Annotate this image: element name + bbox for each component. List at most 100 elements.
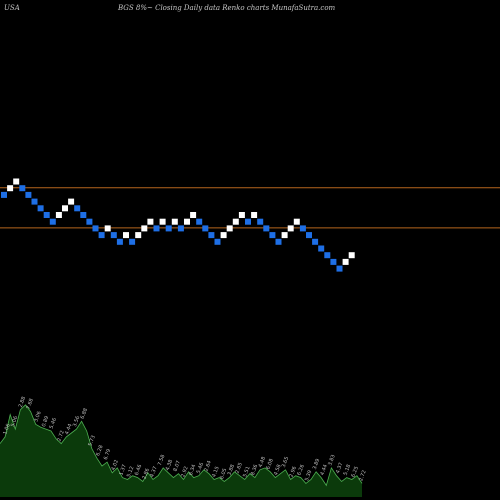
volume-area <box>0 404 362 497</box>
support-lines <box>0 187 500 229</box>
renko-brick-18 <box>110 232 117 239</box>
renko-brick-4 <box>25 191 32 198</box>
volume-label-22: 8.07 <box>173 460 182 473</box>
renko-brick-5 <box>31 198 38 205</box>
renko-brick-48 <box>293 218 300 225</box>
volume-label-24: 6.34 <box>188 464 197 477</box>
renko-brick-1 <box>7 185 14 192</box>
renko-brick-21 <box>129 238 136 245</box>
renko-brick-35 <box>214 238 221 245</box>
volume-label-27: 4.15 <box>211 466 220 479</box>
volume-label-3: 7.68 <box>25 398 34 411</box>
volume-panel <box>0 404 363 497</box>
renko-brick-55 <box>336 265 343 272</box>
volume-label-21: 4.38 <box>165 459 174 472</box>
renko-brick-47 <box>287 225 294 232</box>
renko-brick-7 <box>43 212 50 218</box>
renko-bricks <box>1 178 355 272</box>
volume-label-14: 4.02 <box>111 459 120 472</box>
volume-label-17: 6.46 <box>134 464 143 477</box>
volume-label-31: 5.51 <box>242 466 251 479</box>
renko-brick-25 <box>153 225 160 232</box>
renko-brick-0 <box>1 191 7 198</box>
renko-brick-32 <box>196 218 203 225</box>
volume-label-40: 3.89 <box>312 458 321 471</box>
renko-brick-53 <box>324 252 331 259</box>
volume-label-9: 3.56 <box>72 415 81 428</box>
volume-label-18: 2.86 <box>142 468 151 481</box>
renko-brick-13 <box>80 212 87 218</box>
renko-brick-12 <box>74 205 81 212</box>
volume-label-32: 8.36 <box>250 464 259 477</box>
volume-label-43: 4.37 <box>335 462 344 475</box>
volume-labels: 1.065.062.887.683.060.895.462.724.443.56… <box>2 396 367 482</box>
volume-label-29: 3.88 <box>227 464 236 477</box>
renko-brick-39 <box>238 212 245 218</box>
renko-brick-22 <box>135 232 142 239</box>
volume-label-36: 3.65 <box>281 456 290 469</box>
renko-brick-3 <box>19 185 26 192</box>
renko-brick-30 <box>184 218 190 225</box>
renko-brick-43 <box>263 225 270 232</box>
renko-brick-2 <box>13 178 20 185</box>
renko-brick-23 <box>141 225 148 232</box>
renko-brick-33 <box>202 225 209 232</box>
chart-title: BGS 8%~ Closing Daily data Renko charts … <box>117 4 336 12</box>
renko-brick-6 <box>37 205 44 212</box>
volume-label-5: 0.89 <box>41 415 50 428</box>
volume-label-38: 6.26 <box>296 464 305 477</box>
volume-label-34: 6.08 <box>265 458 274 471</box>
volume-label-1: 5.06 <box>10 415 19 428</box>
renko-brick-26 <box>159 218 166 225</box>
volume-label-7: 2.72 <box>56 430 65 443</box>
renko-brick-41 <box>251 212 258 218</box>
renko-brick-31 <box>190 212 197 218</box>
renko-brick-42 <box>257 218 264 225</box>
volume-label-26: 2.64 <box>203 460 212 473</box>
renko-brick-14 <box>86 218 93 225</box>
volume-label-41: 4.44 <box>320 464 329 477</box>
renko-brick-40 <box>245 218 251 225</box>
renko-brick-28 <box>171 218 178 225</box>
renko-brick-16 <box>98 232 105 239</box>
renko-brick-50 <box>306 232 312 239</box>
volume-label-44: 5.18 <box>343 464 352 477</box>
renko-brick-29 <box>177 225 184 232</box>
volume-label-20: 7.58 <box>157 454 166 467</box>
volume-label-8: 4.44 <box>64 423 73 436</box>
volume-label-11: 5.73 <box>87 435 96 448</box>
renko-brick-19 <box>116 238 123 245</box>
renko-brick-57 <box>348 252 355 259</box>
renko-brick-45 <box>275 238 282 245</box>
renko-brick-9 <box>55 212 62 218</box>
renko-brick-17 <box>104 225 111 232</box>
volume-label-33: 4.48 <box>258 456 267 469</box>
volume-label-12: 6.28 <box>95 444 104 457</box>
volume-label-45: 6.25 <box>351 466 360 479</box>
volume-label-46: 2.72 <box>358 470 367 483</box>
renko-brick-37 <box>226 225 233 232</box>
volume-label-39: 5.39 <box>304 470 313 483</box>
volume-label-13: 6.79 <box>103 448 112 461</box>
renko-brick-24 <box>147 218 154 225</box>
volume-label-25: 5.46 <box>196 462 205 475</box>
renko-brick-36 <box>220 232 227 239</box>
volume-label-0: 1.06 <box>2 423 11 436</box>
renko-brick-54 <box>330 258 337 265</box>
renko-brick-11 <box>68 198 75 205</box>
renko-brick-15 <box>92 225 99 232</box>
renko-brick-38 <box>232 218 239 225</box>
renko-brick-34 <box>208 232 215 239</box>
volume-label-4: 3.06 <box>33 410 42 423</box>
volume-label-10: 6.88 <box>80 407 89 420</box>
volume-label-28: 6.05 <box>219 468 228 481</box>
volume-label-15: 1.37 <box>118 464 127 477</box>
volume-label-37: 2.96 <box>289 466 298 479</box>
renko-brick-52 <box>318 245 325 252</box>
renko-brick-10 <box>62 205 68 212</box>
renko-brick-51 <box>312 238 319 245</box>
renko-brick-49 <box>299 225 306 232</box>
renko-brick-56 <box>342 258 349 265</box>
